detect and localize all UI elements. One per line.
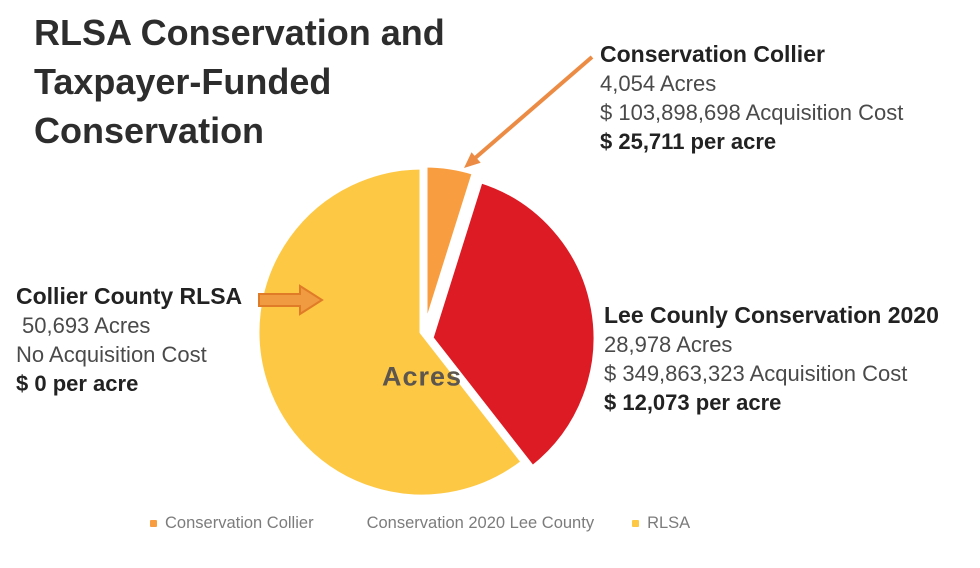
annotation-collier-rlsa: Collier County RLSA 50,693 Acres No Acqu… <box>16 282 276 398</box>
annotation-cost: $ 103,898,698 Acquisition Cost <box>600 100 904 125</box>
legend-label: Conservation Collier <box>165 514 314 532</box>
annotation-per-acre: $ 12,073 per acre <box>604 390 782 415</box>
legend-label: Conservation 2020 Lee County <box>366 514 595 532</box>
pie-center-label: Acres <box>381 361 463 392</box>
legend-item-conservation-collier: Conservation Collier <box>150 514 314 533</box>
legend-item-rlsa: RLSA <box>632 514 690 533</box>
legend-label: RLSA <box>647 514 691 532</box>
legend-swatch-icon <box>150 520 157 527</box>
annotation-conservation-collier: Conservation Collier 4,054 Acres $ 103,8… <box>600 40 970 156</box>
annotation-per-acre: $ 0 per acre <box>16 371 139 396</box>
annotation-acres: 4,054 Acres <box>600 71 717 96</box>
annotation-cost: $ 349,863,323 Acquisition Cost <box>604 361 908 386</box>
pie-slice-2 <box>254 164 527 500</box>
pie-slice-1 <box>428 178 599 471</box>
legend-item-conservation-2020-lee-county: Conservation 2020 Lee County <box>352 514 595 533</box>
legend-swatch-icon <box>632 520 640 527</box>
annotation-acres: 50,693 Acres <box>22 313 151 338</box>
annotation-lee-county: Lee Counly Conservation 2020 28,978 Acre… <box>604 301 974 417</box>
annotation-per-acre: $ 25,711 per acre <box>600 129 777 154</box>
annotation-cost: No Acquisition Cost <box>16 342 207 367</box>
pie-chart <box>254 162 599 500</box>
annotation-acres: 28,978 Acres <box>604 332 733 357</box>
pie-slice-0 <box>422 162 477 333</box>
slide-title: RLSA Conservation and Taxpayer-Funded Co… <box>34 12 445 151</box>
annotation-title: Conservation Collier <box>600 41 825 67</box>
chart-legend: Conservation Collier Conservation 2020 L… <box>150 514 690 533</box>
annotation-title: Collier County RLSA <box>16 283 243 309</box>
annotation-title: Lee Counly Conservation 2020 <box>604 302 939 328</box>
